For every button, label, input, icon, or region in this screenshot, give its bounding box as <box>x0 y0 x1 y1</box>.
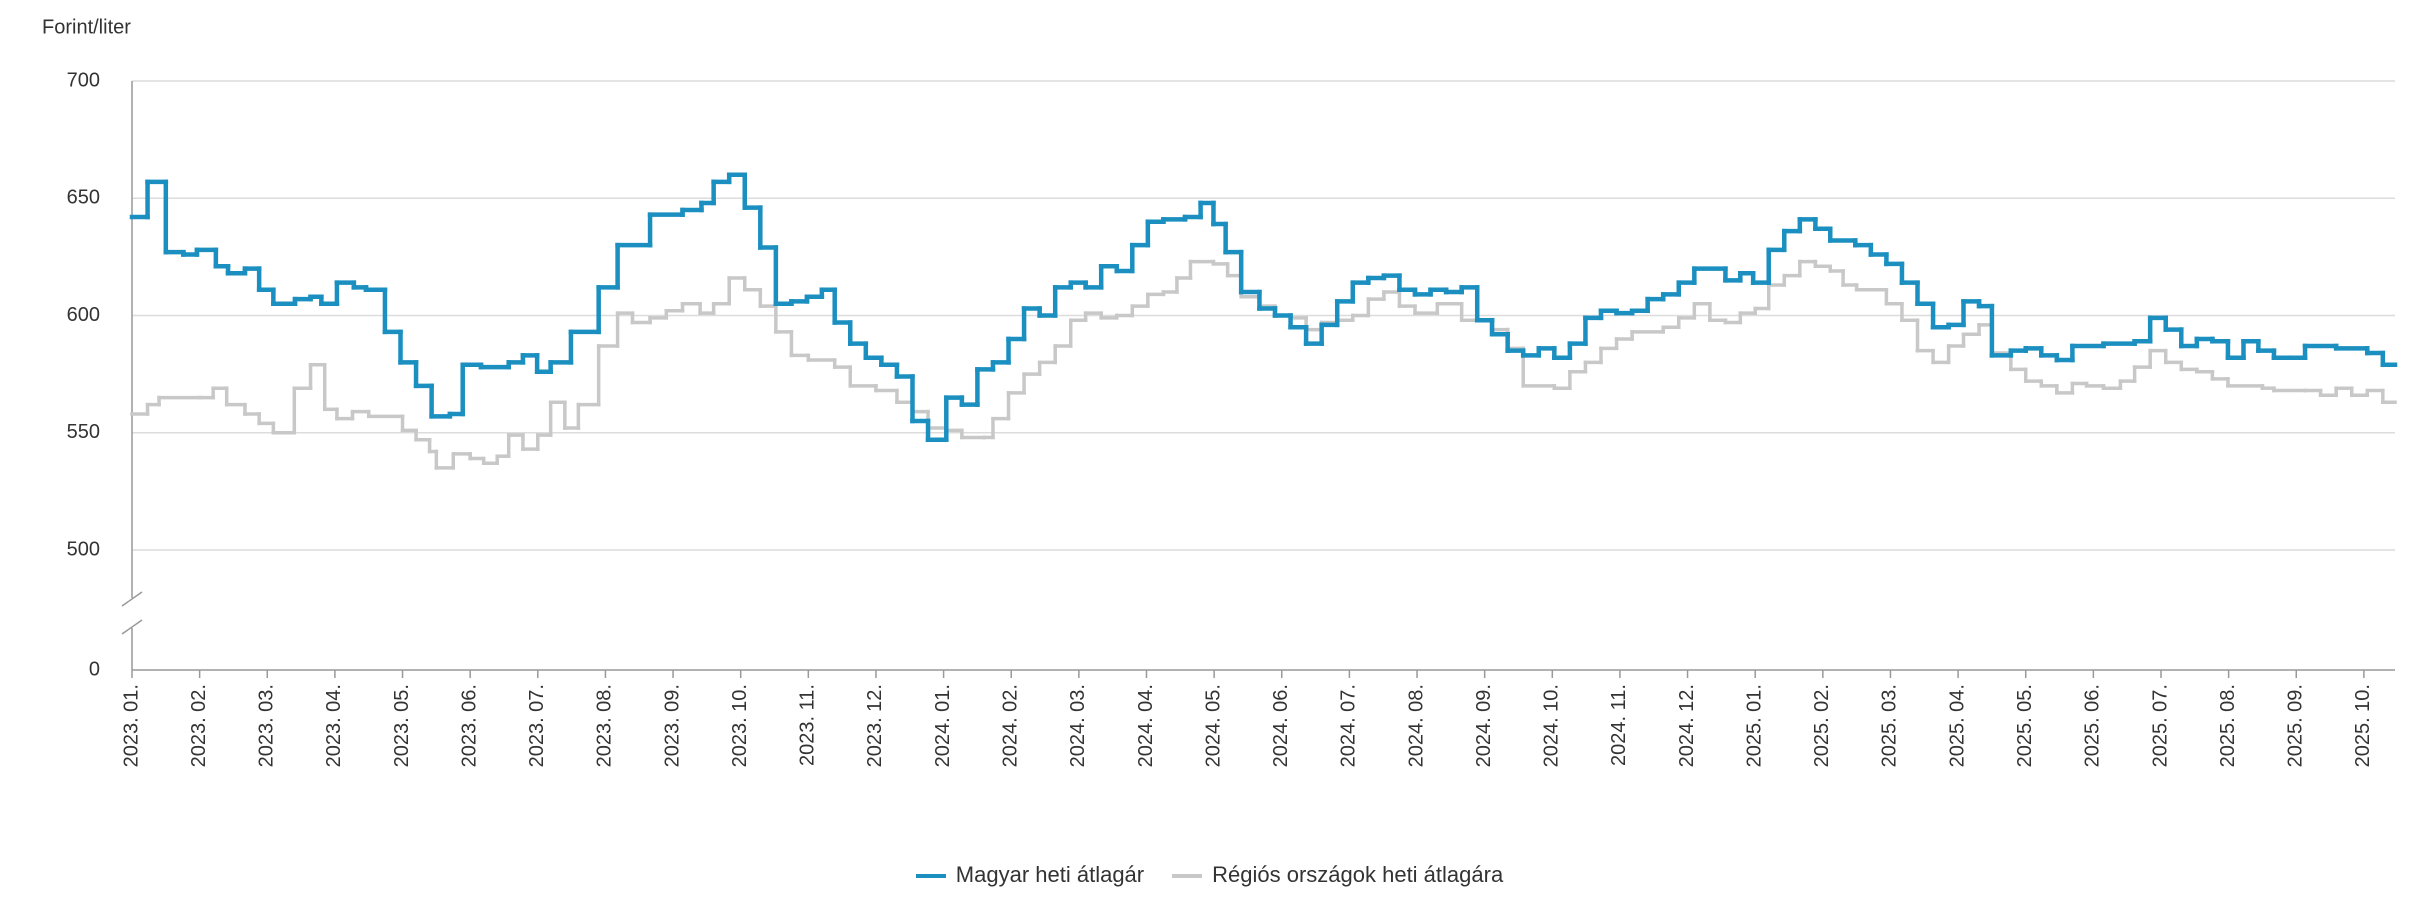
x-tick-label: 2025. 10. <box>2352 684 2374 767</box>
x-tick-label: 2025. 02. <box>1811 684 1833 767</box>
legend-swatch <box>915 874 946 879</box>
y-tick-label: 700 <box>67 69 100 91</box>
x-tick-label: 2024. 06. <box>1270 684 1292 767</box>
x-tick-label: 2024. 11. <box>1608 684 1630 766</box>
legend-label: Magyar heti átlagár <box>955 862 1145 887</box>
x-tick-label: 2025. 08. <box>2217 684 2239 767</box>
x-tick-label: 2024. 12. <box>1676 684 1698 767</box>
y-tick-label: 0 <box>89 658 100 680</box>
x-tick-label: 2025. 09. <box>2285 684 2307 767</box>
legend-item[interactable]: Magyar heti átlagár <box>915 862 1145 888</box>
legend-label: Régiós országok heti átlagára <box>1212 862 1504 887</box>
x-tick-label: 2024. 04. <box>1135 684 1157 767</box>
series-line <box>129 172 2398 443</box>
y-axis-label: Forint/liter <box>42 16 131 38</box>
x-tick-label: 2023. 09. <box>661 684 683 767</box>
axis-break <box>121 619 143 635</box>
y-tick-label: 600 <box>67 304 100 326</box>
y-tick-label: 650 <box>67 187 100 209</box>
x-tick-label: 2023. 10. <box>729 684 751 767</box>
x-tick-label: 2024. 07. <box>1338 684 1360 767</box>
x-tick-label: 2024. 03. <box>1067 684 1089 767</box>
y-tick-label: 550 <box>67 421 100 443</box>
x-tick-label: 2023. 03. <box>256 684 278 767</box>
x-tick-label: 2024. 01. <box>932 684 954 767</box>
x-tick-label: 2023. 01. <box>120 684 142 767</box>
x-tick-label: 2024. 02. <box>1000 684 1022 767</box>
legend-swatch <box>1172 874 1203 879</box>
x-tick-label: 2025. 03. <box>1879 684 1901 767</box>
x-tick-label: 2023. 07. <box>526 684 548 767</box>
x-tick-label: 2024. 05. <box>1202 684 1224 767</box>
x-tick-label: 2025. 01. <box>1743 684 1765 767</box>
x-tick-label: 2025. 06. <box>2082 684 2104 767</box>
legend: Magyar heti átlagár Régiós országok heti … <box>0 862 2419 888</box>
axis-break <box>121 591 143 607</box>
x-tick-label: 2023. 05. <box>391 684 413 767</box>
legend-item[interactable]: Régiós országok heti átlagára <box>1172 862 1503 888</box>
chart: Forint/liter 0 500 550 600 650 700 2023. 01. 20… <box>42 16 2398 767</box>
x-tick-label: 2024. 08. <box>1405 684 1427 767</box>
x-tick-label: 2025. 07. <box>2149 684 2171 767</box>
x-tick-label: 2024. 09. <box>1473 684 1495 767</box>
x-tick-label: 2023. 08. <box>594 684 616 767</box>
x-tick-label: 2023. 11. <box>797 684 819 766</box>
y-tick-label: 500 <box>67 538 100 560</box>
x-tick-label: 2023. 02. <box>188 684 210 767</box>
x-tick-label: 2025. 05. <box>2014 684 2036 767</box>
x-tick-label: 2023. 12. <box>864 684 886 767</box>
x-tick-label: 2023. 06. <box>458 684 480 767</box>
x-tick-label: 2024. 10. <box>1541 684 1563 767</box>
x-tick-label: 2025. 04. <box>1946 684 1968 767</box>
x-tick-label: 2023. 04. <box>323 684 345 767</box>
